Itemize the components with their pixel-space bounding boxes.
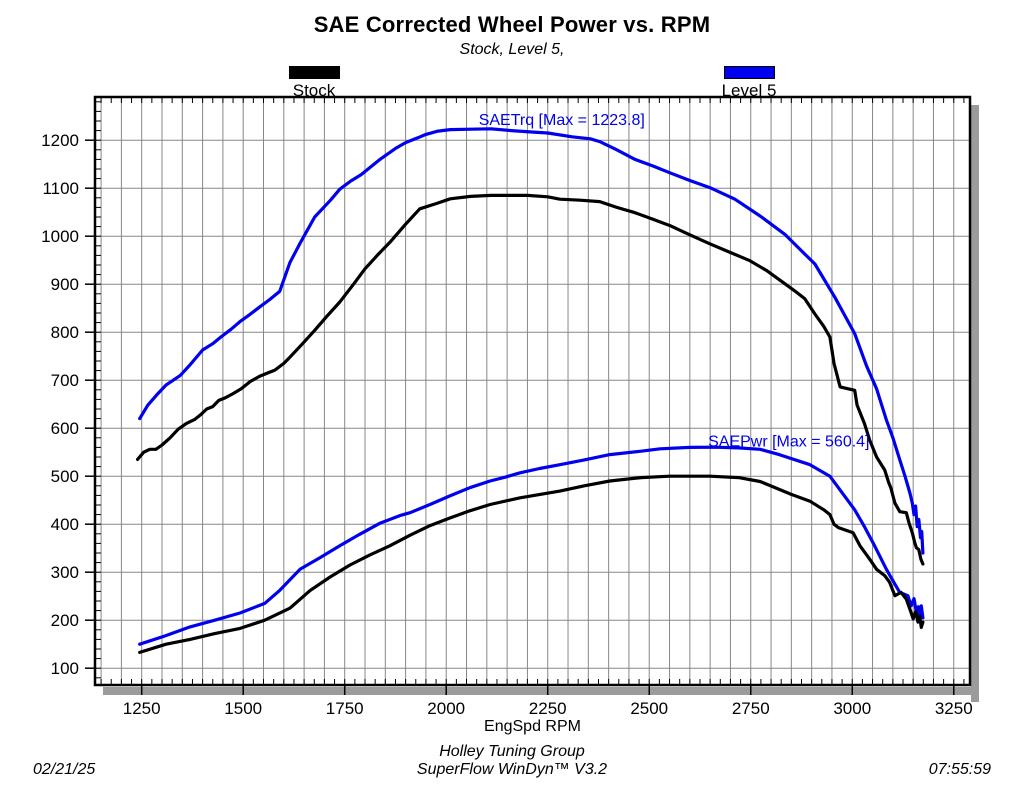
- y-tick-label: 1200: [41, 131, 79, 150]
- footer-tuning-group: Holley Tuning Group: [439, 743, 585, 760]
- report-time: 07:55:59: [928, 761, 991, 778]
- tick-labels: 1250 1500 1750 2000 2250 2500 2750 3000 3250 100 2…: [41, 131, 973, 718]
- y-tick-label: 300: [51, 563, 79, 582]
- y-tick-label: 600: [51, 419, 79, 438]
- y-tick-label: 500: [51, 467, 79, 486]
- y-tick-label: 1000: [41, 227, 79, 246]
- y-tick-label: 900: [51, 275, 79, 294]
- major-ticks: [85, 139, 955, 695]
- y-tick-label: 100: [51, 659, 79, 678]
- report-date: 02/21/25: [33, 761, 96, 778]
- series-level5-saetrq: [138, 127, 925, 555]
- curve-max-annotation: SAEPwr [Max = 560.4]: [708, 433, 869, 450]
- x-tick-label: 1250: [123, 699, 161, 718]
- legend-swatch-level5: [723, 66, 775, 79]
- legend-label-level5: Level 5: [721, 81, 777, 100]
- legend-label-stock: Stock: [292, 81, 336, 100]
- y-tick-label: 400: [51, 515, 79, 534]
- x-tick-label: 3000: [833, 699, 871, 718]
- curve-saepwr: [138, 474, 925, 655]
- plot-shadow-bottom: [103, 687, 979, 695]
- x-tick-label: 2250: [529, 699, 567, 718]
- x-tick-label: 1750: [326, 699, 364, 718]
- annotations: SAETrq [Max = 1223.8] SAEPwr [Max = 560.4…: [479, 112, 870, 451]
- curve-max-annotation: SAETrq [Max = 1223.8]: [479, 112, 645, 129]
- series-stock-saepwr: [138, 474, 925, 655]
- x-tick-label: 2750: [732, 699, 770, 718]
- x-tick-label: 2000: [427, 699, 465, 718]
- chart-subtitle: Stock, Level 5,: [459, 41, 565, 58]
- y-tick-label: 800: [51, 323, 79, 342]
- plot-shadow-right: [971, 105, 979, 702]
- chart-title: SAE Corrected Wheel Power vs. RPM: [313, 12, 711, 37]
- footer-software-version: SuperFlow WinDyn™ V3.2: [416, 761, 608, 778]
- y-tick-label: 1100: [42, 179, 79, 198]
- plot-background: [95, 97, 970, 685]
- y-tick-label: 200: [51, 611, 79, 630]
- plot-frame: [93, 95, 972, 687]
- legend-item-stock: Stock: [254, 66, 374, 101]
- series-stock-saetrq: [136, 193, 925, 566]
- legend-item-level5: Level 5: [689, 66, 809, 101]
- legend-swatch-stock: [288, 66, 340, 79]
- curve-saetrq: [138, 127, 925, 555]
- x-tick-label: 3250: [935, 699, 973, 718]
- plot-shadow: [103, 105, 979, 702]
- x-tick-label: 1500: [224, 699, 262, 718]
- y-tick-label: 700: [51, 371, 79, 390]
- x-tick-label: 2500: [630, 699, 668, 718]
- x-axis-label: EngSpd RPM: [484, 718, 581, 735]
- curve-saetrq: [136, 193, 925, 566]
